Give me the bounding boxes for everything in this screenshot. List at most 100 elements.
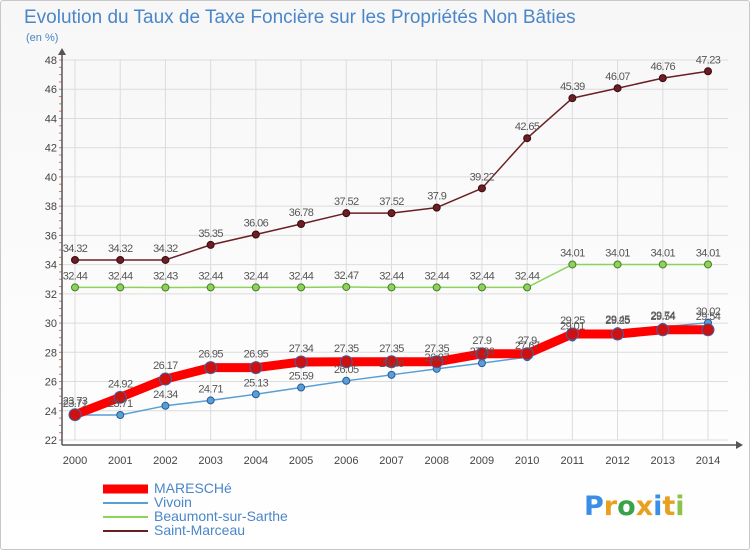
logo-letter: P	[584, 491, 604, 522]
data-label: 23.71	[63, 398, 88, 410]
data-label: 27.35	[424, 343, 449, 355]
data-point-2	[432, 283, 441, 292]
data-label: 23.73	[63, 396, 88, 408]
data-point-3	[251, 230, 260, 239]
data-label: 32.44	[289, 270, 314, 282]
y-axis-arrow	[58, 48, 66, 55]
data-label: 34.01	[651, 247, 676, 259]
data-point-0	[520, 347, 534, 361]
x-tick-label: 2005	[289, 455, 313, 467]
legend-label: MARESCHé	[154, 480, 232, 496]
x-tick-label: 2011	[561, 455, 585, 467]
data-point-1	[297, 383, 306, 392]
x-tick-label: 2001	[108, 455, 132, 467]
data-point-0	[385, 355, 398, 369]
data-label: 26.46	[379, 358, 404, 370]
data-label: 26.95	[198, 349, 223, 361]
data-label: 32.44	[470, 270, 495, 282]
data-label: 25.59	[289, 371, 314, 383]
logo-letter: o	[617, 491, 636, 522]
y-tick-label: 46	[45, 84, 57, 96]
data-point-0	[158, 372, 172, 386]
data-point-3	[568, 94, 577, 103]
data-label: 32.44	[515, 270, 540, 282]
data-label: 23.71	[108, 398, 133, 410]
data-point-2	[251, 283, 260, 292]
data-label: 42.65	[515, 121, 540, 133]
y-tick-label: 22	[45, 435, 57, 447]
data-point-2	[704, 260, 712, 269]
data-label: 45.39	[560, 81, 585, 93]
logo-letter: x	[636, 491, 653, 522]
y-tick-label: 28	[45, 347, 57, 359]
data-point-2	[477, 283, 486, 292]
x-tick-label: 2006	[334, 455, 358, 467]
data-point-2	[342, 282, 351, 291]
data-label: 27.67	[515, 340, 540, 352]
data-label: 29.74	[651, 310, 676, 322]
y-tick-label: 38	[45, 201, 57, 213]
data-label: 24.71	[198, 383, 223, 395]
data-point-3	[116, 255, 125, 264]
x-tick-label: 2013	[651, 455, 675, 467]
data-label: 32.44	[63, 270, 88, 282]
data-point-1	[251, 390, 260, 399]
data-label: 34.01	[696, 247, 721, 259]
data-point-0	[656, 323, 670, 337]
legend-label: Vivoin	[154, 494, 192, 510]
unit-label: (en %)	[26, 32, 58, 44]
data-label: 27.35	[334, 343, 359, 355]
data-label: 27.34	[289, 343, 314, 355]
data-label: 29.54	[651, 311, 676, 323]
data-point-2	[297, 283, 306, 292]
data-label: 26.87	[424, 352, 449, 364]
data-label: 35.35	[198, 228, 223, 240]
data-label: 27.9	[472, 335, 491, 347]
data-point-1	[387, 370, 396, 379]
y-tick-label: 32	[45, 289, 57, 301]
data-point-3	[523, 134, 532, 143]
data-point-3	[432, 203, 441, 212]
data-label: 34.32	[63, 243, 88, 255]
data-label: 34.01	[560, 247, 585, 259]
data-label: 29.01	[560, 321, 585, 333]
data-point-2	[116, 283, 125, 292]
data-point-1	[477, 359, 486, 368]
data-point-0	[294, 355, 308, 369]
data-label: 30.02	[696, 306, 721, 318]
x-tick-label: 2002	[153, 455, 177, 467]
data-label: 32.44	[424, 270, 449, 282]
data-label: 27.26	[470, 346, 495, 358]
data-label: 37.9	[427, 191, 446, 203]
x-tick-label: 2007	[379, 455, 403, 467]
logo-letter: i	[653, 491, 662, 522]
data-label: 32.44	[108, 270, 133, 282]
data-point-0	[204, 361, 218, 375]
data-point-0	[249, 361, 263, 375]
data-point-1	[342, 376, 351, 385]
data-point-3	[658, 74, 667, 83]
x-tick-label: 2012	[605, 455, 629, 467]
y-tick-label: 26	[45, 377, 57, 389]
x-tick-label: 2000	[63, 455, 87, 467]
x-tick-label: 2003	[198, 455, 222, 467]
data-point-3	[206, 240, 215, 249]
y-tick-label: 42	[45, 143, 57, 155]
data-label: 29.25	[560, 315, 585, 327]
data-label: 24.92	[108, 378, 133, 390]
data-label: 32.44	[198, 270, 223, 282]
legend-label: Beaumont-sur-Sarthe	[154, 508, 288, 524]
data-label: 32.43	[153, 271, 178, 283]
data-label: 34.32	[153, 243, 178, 255]
data-label: 32.47	[334, 270, 359, 282]
data-point-2	[161, 283, 170, 292]
data-point-0	[701, 323, 715, 337]
data-point-2	[71, 283, 79, 292]
data-label: 26.95	[244, 349, 269, 361]
legend: MARESCHéVivoinBeaumont-sur-SartheSaint-M…	[103, 480, 288, 538]
data-point-2	[658, 260, 667, 269]
x-axis-arrow	[736, 441, 743, 449]
x-tick-label: 2008	[424, 455, 448, 467]
data-point-3	[297, 219, 306, 228]
